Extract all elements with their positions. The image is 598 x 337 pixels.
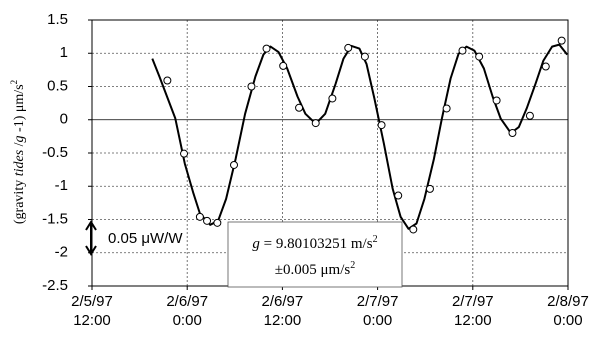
annotation-part: g (252, 236, 260, 252)
data-point (541, 62, 550, 71)
annotation-box (227, 221, 403, 288)
data-point (557, 36, 566, 45)
x-tick-label: 2/8/97 (547, 293, 589, 310)
x-tick-label: 2/5/97 (71, 293, 113, 310)
label-part: 2 (9, 80, 19, 85)
data-point (394, 191, 403, 200)
annotation-part: = 9.80103251 m/s (260, 236, 373, 252)
annotation: g = 9.80103251 m/s2 (252, 234, 377, 253)
label-part: tides (12, 149, 27, 176)
data-point (247, 82, 256, 91)
data-point (203, 216, 212, 225)
fit-line (151, 43, 568, 230)
data-point (328, 94, 337, 103)
data-point (409, 225, 418, 234)
label-part: / (12, 142, 27, 150)
label-part: -1) μm/s (12, 84, 27, 135)
data-point (475, 52, 484, 61)
y-tick-label: 1.5 (47, 11, 68, 28)
x-tick-label: 2/6/97 (166, 293, 208, 310)
x-tick-label: 0:00 (553, 312, 582, 329)
data-point (180, 149, 189, 158)
data-point (311, 119, 320, 128)
data-point (295, 103, 304, 112)
data-point (442, 104, 451, 113)
y-tick-label: -1.5 (42, 210, 68, 227)
y-tick-label: -1 (55, 177, 68, 194)
label-part: (gravity (12, 176, 27, 224)
x-tick-label: 12:00 (73, 312, 111, 329)
x-tick-label: 2/7/97 (357, 293, 399, 310)
x-tick-label: 2/6/97 (262, 293, 304, 310)
data-point (360, 52, 369, 61)
x-tick-label: 2/7/97 (452, 293, 494, 310)
data-point (344, 43, 353, 52)
data-point (508, 129, 517, 138)
data-point (230, 160, 239, 169)
data-point (213, 218, 222, 227)
annotation: ±0.005 μm/s2 (275, 260, 355, 279)
annotation: 0.05 μW/W (108, 230, 183, 247)
data-point (458, 46, 467, 55)
data-point (425, 184, 434, 193)
data-point (163, 76, 172, 85)
annotation-part: 2 (350, 260, 355, 271)
y-tick-label: -2 (55, 244, 68, 261)
y-tick-label: -2.5 (42, 277, 68, 294)
data-point (195, 212, 204, 221)
annotation-part: ±0.005 μm/s (275, 262, 351, 278)
arrow (85, 220, 97, 256)
label-part: g (12, 135, 27, 142)
annotation-part: 2 (373, 234, 378, 245)
x-tick-label: 12:00 (264, 312, 302, 329)
data-point (525, 111, 534, 120)
data-point (262, 44, 271, 53)
y-tick-label: 1 (60, 44, 68, 61)
y-tick-label: 0.5 (47, 77, 68, 94)
x-tick-label: 12:00 (454, 312, 492, 329)
y-axis-label: (gravity tides /g -1) μm/s2 (9, 80, 27, 224)
y-tick-label: 0 (60, 111, 68, 128)
data-point (492, 96, 501, 105)
y-tick-label: -0.5 (42, 144, 68, 161)
x-tick-label: 0:00 (363, 312, 392, 329)
data-point (279, 61, 288, 70)
x-tick-label: 0:00 (173, 312, 202, 329)
data-point (377, 121, 386, 130)
